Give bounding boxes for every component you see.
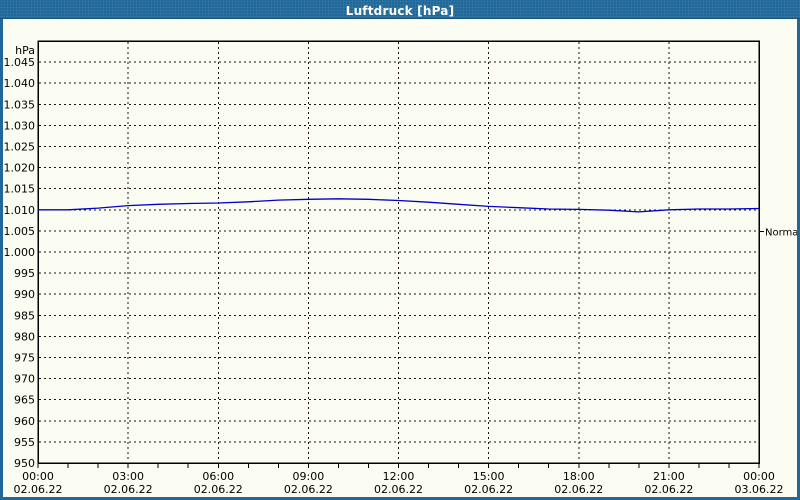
x-tick-date-label: 02.06.22 xyxy=(374,483,423,496)
y-tick-label: 1.000 xyxy=(4,246,36,259)
x-tick-time-label: 00:00 xyxy=(743,470,775,483)
y-tick-label: 1.020 xyxy=(4,162,36,175)
chart-area: 1.045 1.040 1.035 1.030 1.025 1.020 1.015 1.010… xyxy=(3,19,797,497)
x-tick-time-label: 06:00 xyxy=(202,470,234,483)
x-tick-date-label: 02.06.22 xyxy=(284,483,333,496)
y-tick-label: 1.035 xyxy=(4,98,36,111)
x-tick-time-label: 21:00 xyxy=(653,470,685,483)
y-tick-label: 985 xyxy=(14,309,35,322)
y-tick-label: 1.045 xyxy=(4,56,36,69)
pressure-series-line xyxy=(37,198,760,213)
x-tick-date-label: 02.06.22 xyxy=(194,483,243,496)
y-tick-label: 965 xyxy=(14,394,35,407)
window-titlebar: Luftdruck [hPa] xyxy=(0,0,800,19)
y-tick-label: 970 xyxy=(14,373,35,386)
x-tick-date-label: 02.06.22 xyxy=(644,483,693,496)
y-tick-label: 960 xyxy=(14,415,35,428)
x-tick-time-label: 15:00 xyxy=(473,470,505,483)
x-tick-date-label: 02.06.22 xyxy=(104,483,153,496)
y-tick-label: 990 xyxy=(14,288,35,301)
window-title: Luftdruck [hPa] xyxy=(345,4,455,18)
y-tick-label: 975 xyxy=(14,352,35,365)
y-tick-label: 1.025 xyxy=(4,141,36,154)
x-tick-date-label: 02.06.22 xyxy=(14,483,63,496)
x-tick-time-label: 12:00 xyxy=(383,470,415,483)
y-tick-label: 950 xyxy=(14,457,35,470)
x-tick-time-label: 00:00 xyxy=(22,470,54,483)
x-tick-date-label: 02.06.22 xyxy=(464,483,513,496)
plot-frame xyxy=(37,40,760,464)
x-tick-time-label: 03:00 xyxy=(112,470,144,483)
y-tick-label: 980 xyxy=(14,330,35,343)
y-tick-label: 1.040 xyxy=(4,77,36,90)
normal-marker-label: Normal xyxy=(765,228,797,239)
x-tick-date-label: 03.06.22 xyxy=(735,483,784,496)
y-tick-label: 995 xyxy=(14,267,35,280)
pressure-line-chart: 1.045 1.040 1.035 1.030 1.025 1.020 1.015 1.010… xyxy=(4,40,797,496)
y-tick-label: 1.015 xyxy=(4,183,36,196)
y-tick-label: 1.030 xyxy=(4,119,36,132)
y-tick-label: 1.010 xyxy=(4,204,36,217)
x-tick-time-label: 18:00 xyxy=(563,470,595,483)
x-tick-time-label: 09:00 xyxy=(293,470,325,483)
y-tick-label: 1.005 xyxy=(4,225,36,238)
y-tick-label: 955 xyxy=(14,436,35,449)
x-tick-date-label: 02.06.22 xyxy=(554,483,603,496)
y-axis-unit-label: hPa xyxy=(15,44,35,57)
